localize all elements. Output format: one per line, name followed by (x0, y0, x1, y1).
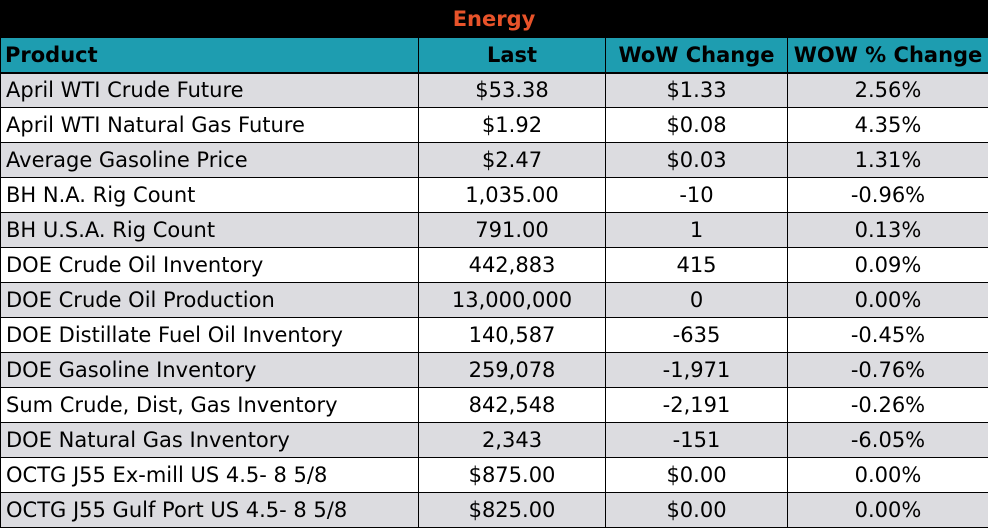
cell-product: DOE Crude Oil Inventory (0, 247, 419, 283)
table-row: April WTI Natural Gas Future $1.92 $0.08 4.… (0, 107, 988, 143)
cell-wow-pct-change: 0.00% (787, 457, 988, 493)
table-row: OCTG J55 Ex-mill US 4.5- 8 5/8 $875.00 $0.… (0, 457, 988, 493)
cell-last: $875.00 (418, 457, 606, 493)
cell-wow-pct-change: -0.96% (787, 177, 988, 213)
cell-wow-change: $0.03 (605, 142, 788, 178)
cell-product: April WTI Crude Future (0, 72, 419, 108)
cell-product: DOE Natural Gas Inventory (0, 422, 419, 458)
cell-last: 1,035.00 (418, 177, 606, 213)
cell-last: 442,883 (418, 247, 606, 283)
header-wow-pct-change: WOW % Change (787, 37, 988, 74)
cell-wow-change: 1 (605, 212, 788, 248)
table-row: OCTG J55 Gulf Port US 4.5- 8 5/8 $825.00 $… (0, 492, 988, 528)
cell-wow-change: $0.00 (605, 457, 788, 493)
cell-wow-pct-change: 1.31% (787, 142, 988, 178)
table-row: DOE Crude Oil Inventory 442,883 415 0.09% (0, 247, 988, 283)
cell-wow-change: -10 (605, 177, 788, 213)
header-row: Product Last WoW Change WOW % Change (0, 37, 988, 74)
cell-product: OCTG J55 Ex-mill US 4.5- 8 5/8 (0, 457, 419, 493)
cell-last: 140,587 (418, 317, 606, 353)
cell-wow-pct-change: 0.00% (787, 492, 988, 528)
cell-wow-change: 0 (605, 282, 788, 318)
cell-last: $1.92 (418, 107, 606, 143)
cell-wow-change: -1,971 (605, 352, 788, 388)
cell-last: 2,343 (418, 422, 606, 458)
header-product: Product (0, 37, 419, 74)
cell-wow-pct-change: 2.56% (787, 72, 988, 108)
cell-product: DOE Gasoline Inventory (0, 352, 419, 388)
cell-last: 13,000,000 (418, 282, 606, 318)
header-wow-change: WoW Change (605, 37, 788, 74)
cell-wow-pct-change: 0.09% (787, 247, 988, 283)
cell-product: BH N.A. Rig Count (0, 177, 419, 213)
cell-wow-pct-change: 4.35% (787, 107, 988, 143)
cell-wow-pct-change: -0.76% (787, 352, 988, 388)
cell-wow-change: $0.00 (605, 492, 788, 528)
energy-table: Product Last WoW Change WOW % Change Apr… (0, 37, 988, 528)
cell-product: DOE Crude Oil Production (0, 282, 419, 318)
header-last: Last (418, 37, 606, 74)
cell-product: Average Gasoline Price (0, 142, 419, 178)
table-header: Product Last WoW Change WOW % Change (0, 37, 988, 74)
table-title: Energy (0, 0, 988, 37)
table-row: DOE Natural Gas Inventory 2,343 -151 -6.05% (0, 422, 988, 458)
cell-product: April WTI Natural Gas Future (0, 107, 419, 143)
table-row: Average Gasoline Price $2.47 $0.03 1.31% (0, 142, 988, 178)
cell-wow-change: -635 (605, 317, 788, 353)
table-row: DOE Crude Oil Production 13,000,000 0 0.00% (0, 282, 988, 318)
cell-wow-change: $0.08 (605, 107, 788, 143)
cell-last: $2.47 (418, 142, 606, 178)
cell-wow-pct-change: -0.26% (787, 387, 988, 423)
table-row: Sum Crude, Dist, Gas Inventory 842,548 -2,… (0, 387, 988, 423)
cell-product: OCTG J55 Gulf Port US 4.5- 8 5/8 (0, 492, 419, 528)
cell-last: $53.38 (418, 72, 606, 108)
cell-wow-pct-change: -0.45% (787, 317, 988, 353)
cell-product: DOE Distillate Fuel Oil Inventory (0, 317, 419, 353)
table-body: April WTI Crude Future $53.38 $1.33 2.56% Ap… (0, 72, 988, 528)
cell-wow-pct-change: -6.05% (787, 422, 988, 458)
table-row: DOE Distillate Fuel Oil Inventory 140,587… (0, 317, 988, 353)
cell-wow-pct-change: 0.00% (787, 282, 988, 318)
cell-product: BH U.S.A. Rig Count (0, 212, 419, 248)
cell-wow-change: 415 (605, 247, 788, 283)
table-row: BH U.S.A. Rig Count 791.00 1 0.13% (0, 212, 988, 248)
cell-wow-change: -2,191 (605, 387, 788, 423)
cell-product: Sum Crude, Dist, Gas Inventory (0, 387, 419, 423)
cell-wow-change: -151 (605, 422, 788, 458)
table-row: April WTI Crude Future $53.38 $1.33 2.56% (0, 72, 988, 108)
cell-last: 842,548 (418, 387, 606, 423)
cell-last: $825.00 (418, 492, 606, 528)
cell-wow-pct-change: 0.13% (787, 212, 988, 248)
cell-last: 259,078 (418, 352, 606, 388)
cell-wow-change: $1.33 (605, 72, 788, 108)
table-row: DOE Gasoline Inventory 259,078 -1,971 -0.76… (0, 352, 988, 388)
table-row: BH N.A. Rig Count 1,035.00 -10 -0.96% (0, 177, 988, 213)
cell-last: 791.00 (418, 212, 606, 248)
